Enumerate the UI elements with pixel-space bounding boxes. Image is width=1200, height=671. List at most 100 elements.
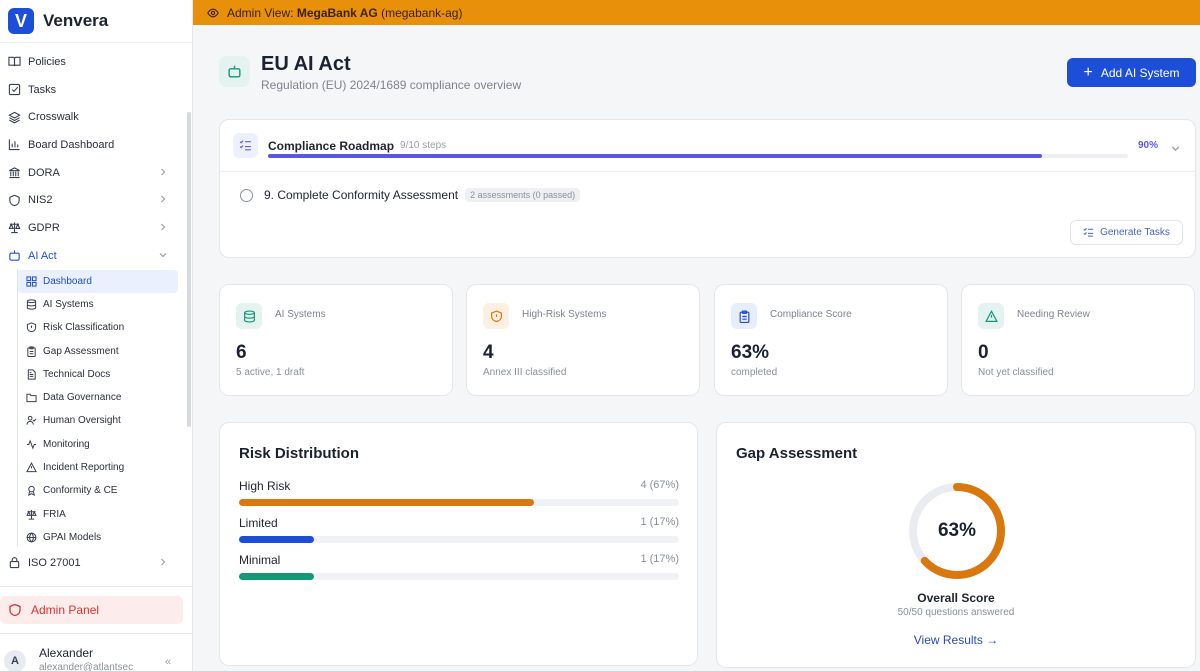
step-badge: 2 assessments (0 passed) (465, 188, 581, 202)
chevron-right-icon[interactable] (158, 167, 168, 177)
step-radio[interactable] (240, 188, 253, 202)
donut-arc (909, 483, 1005, 579)
bar-chart-icon (8, 138, 21, 151)
bot-icon (219, 56, 250, 87)
collapse-sidebar-icon[interactable]: « (165, 656, 172, 668)
risk-count: 1 (17%) (640, 516, 679, 528)
sidebar-subitem-ai-systems[interactable]: AI Systems (17, 293, 178, 316)
risk-label: High Risk (239, 479, 291, 493)
sidebar-item-label: Crosswalk (28, 111, 79, 124)
risk-bar-fill (239, 573, 314, 580)
sidebar-subitem-label: Dashboard (43, 275, 92, 287)
score-donut (909, 483, 1005, 579)
add-ai-system-label: Add AI System (1100, 65, 1180, 80)
roadmap-steps: 9/10 steps (400, 140, 447, 151)
eye-icon (207, 7, 219, 19)
banner-org: MegaBank AG (296, 5, 378, 20)
sidebar-subitem-technical-docs[interactable]: Technical Docs (17, 363, 178, 386)
sidebar-subitem-conformity-ce[interactable]: Conformity & CE (17, 479, 178, 502)
alert-triangle-icon (978, 303, 1004, 329)
sidebar-scrollbar[interactable] (187, 112, 191, 427)
generate-tasks-button[interactable]: Generate Tasks (1070, 220, 1183, 245)
sidebar-subitem-human-oversight[interactable]: Human Oversight (17, 409, 178, 432)
clipboard-icon (26, 345, 37, 357)
sidebar-item-ai-act[interactable]: AI Act (0, 242, 186, 270)
sidebar-subitem-label: GPAI Models (43, 531, 102, 543)
stat-label: Compliance Score (770, 309, 852, 320)
generate-tasks-label: Generate Tasks (1100, 227, 1170, 238)
chevron-down-icon[interactable] (158, 250, 168, 260)
roadmap-step[interactable]: 9. Complete Conformity Assessment 2 asse… (240, 188, 581, 202)
stat-card-compliance-score[interactable]: Compliance Score 63% completed (714, 284, 948, 396)
stat-card-needing-review[interactable]: Needing Review 0 Not yet classified (961, 284, 1195, 396)
roadmap-progress-bar (268, 154, 1128, 158)
sidebar-subitem-incident-reporting[interactable]: Incident Reporting (17, 456, 178, 479)
sidebar-item-policies[interactable]: Policies (0, 48, 186, 76)
sidebar-subitem-label: Monitoring (43, 438, 90, 450)
sidebar: V Venvera Policies Tasks Crosswalk Board… (0, 0, 193, 671)
stat-card-ai-systems[interactable]: AI Systems 6 5 active, 1 draft (219, 284, 453, 396)
risk-row-minimal[interactable]: Minimal 1 (17%) (239, 553, 679, 580)
donut-score: 63% (937, 520, 977, 541)
stat-sub: Not yet classified (978, 367, 1054, 378)
avatar: A (4, 650, 26, 671)
sidebar-item-crosswalk[interactable]: Crosswalk (0, 103, 186, 131)
submenu-guide-line (17, 269, 18, 547)
sidebar-item-iso-27001[interactable]: ISO 27001 (0, 549, 186, 577)
stat-label: High-Risk Systems (522, 309, 607, 320)
check-square-icon (8, 83, 21, 96)
chevron-down-icon[interactable] (1170, 141, 1181, 152)
sidebar-subitem-label: AI Systems (43, 298, 94, 310)
banner-prefix: Admin View: (227, 5, 294, 20)
sidebar-item-dora[interactable]: DORA (0, 159, 186, 187)
sidebar-item-nis2[interactable]: NIS2 (0, 186, 186, 214)
sidebar-subitem-data-governance[interactable]: Data Governance (17, 386, 178, 409)
risk-bar-track (239, 499, 679, 506)
sidebar-item-tasks[interactable]: Tasks (0, 76, 186, 104)
sidebar-subitem-risk-classification[interactable]: Risk Classification (17, 316, 178, 339)
sidebar-subitem-label: FRIA (43, 508, 66, 520)
user-text: Alexander alexander@atlantsec (39, 646, 133, 671)
lock-icon (8, 556, 21, 569)
sidebar-subitem-gpai-models[interactable]: GPAI Models (17, 526, 178, 549)
view-results-link[interactable]: View Results → (913, 633, 999, 647)
questions-answered: 50/50 questions answered (897, 607, 1015, 618)
user-check-icon (26, 415, 37, 426)
sidebar-subitem-gap-assessment[interactable]: Gap Assessment (17, 339, 178, 362)
shield-icon (8, 603, 22, 617)
sidebar-item-label: DORA (28, 166, 60, 179)
chevron-right-icon[interactable] (158, 194, 168, 204)
roadmap-divider (220, 171, 1195, 172)
scale-icon (8, 221, 21, 234)
risk-row-high[interactable]: High Risk 4 (67%) (239, 479, 679, 506)
stat-card-high-risk-systems[interactable]: High-Risk Systems 4 Annex III classified (466, 284, 700, 396)
sidebar-subitem-dashboard[interactable]: Dashboard (17, 269, 178, 293)
sidebar-subitem-monitoring[interactable]: Monitoring (17, 433, 178, 456)
risk-row-limited[interactable]: Limited 1 (17%) (239, 516, 679, 543)
brand[interactable]: V Venvera (0, 0, 192, 43)
roadmap-header[interactable]: Compliance Roadmap 9/10 steps (233, 133, 446, 158)
stat-label: AI Systems (275, 309, 326, 320)
sidebar-item-label: GDPR (28, 221, 60, 234)
chevron-right-icon[interactable] (158, 222, 168, 232)
admin-panel-button[interactable]: Admin Panel (0, 596, 183, 624)
roadmap-percent: 90% (1138, 140, 1159, 151)
sidebar-item-gdpr[interactable]: GDPR (0, 214, 186, 242)
globe-icon (26, 532, 37, 543)
sidebar-subitem-label: Incident Reporting (43, 462, 125, 474)
chevron-right-icon[interactable] (158, 557, 168, 567)
sidebar-item-label: ISO 27001 (28, 556, 81, 569)
title-text: EU AI Act Regulation (EU) 2024/1689 comp… (261, 54, 521, 92)
activity-icon (26, 439, 37, 450)
user-profile[interactable]: A Alexander alexander@atlantsec (4, 646, 133, 671)
add-ai-system-button[interactable]: + Add AI System (1067, 58, 1196, 87)
sidebar-subitem-label: Data Governance (43, 392, 122, 404)
gap-assessment-card: Gap Assessment 63% Overall Score 50/50 q… (716, 422, 1196, 668)
sidebar-item-board-dashboard[interactable]: Board Dashboard (0, 131, 186, 159)
shield-alert-icon (483, 303, 509, 329)
sidebar-item-label: AI Act (28, 249, 57, 262)
risk-distribution-card: Risk Distribution High Risk 4 (67%) Limi… (219, 422, 698, 666)
stat-value: 63% (731, 342, 770, 363)
sidebar-subitem-fria[interactable]: FRIA (17, 502, 178, 525)
bot-icon (8, 249, 21, 262)
